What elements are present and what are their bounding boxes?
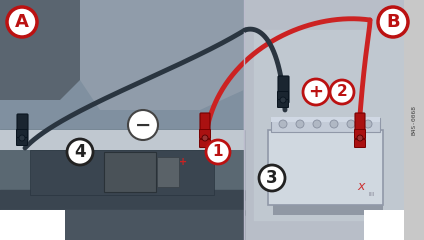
Text: 2: 2 <box>337 84 347 100</box>
Circle shape <box>67 139 93 165</box>
Text: A: A <box>15 13 29 31</box>
Circle shape <box>330 120 338 128</box>
Circle shape <box>19 135 25 141</box>
FancyBboxPatch shape <box>0 210 65 240</box>
Polygon shape <box>0 0 80 100</box>
FancyBboxPatch shape <box>364 210 404 240</box>
FancyBboxPatch shape <box>404 0 424 240</box>
FancyBboxPatch shape <box>277 100 288 108</box>
FancyBboxPatch shape <box>354 139 365 148</box>
Text: +: + <box>309 83 324 101</box>
Text: 3: 3 <box>266 169 278 187</box>
Text: IIII: IIII <box>368 192 375 197</box>
FancyBboxPatch shape <box>355 113 365 143</box>
Circle shape <box>303 79 329 105</box>
Circle shape <box>313 120 321 128</box>
FancyBboxPatch shape <box>200 113 210 143</box>
Text: +: + <box>179 157 187 167</box>
FancyBboxPatch shape <box>200 130 210 138</box>
Circle shape <box>7 7 37 37</box>
Text: 1: 1 <box>213 144 223 160</box>
Text: −: − <box>135 115 151 134</box>
FancyBboxPatch shape <box>278 76 289 103</box>
Text: 4: 4 <box>74 143 86 161</box>
FancyBboxPatch shape <box>200 139 210 148</box>
Text: B4S-0068: B4S-0068 <box>412 105 416 135</box>
Circle shape <box>364 120 372 128</box>
FancyBboxPatch shape <box>104 152 156 192</box>
FancyBboxPatch shape <box>30 150 214 195</box>
Text: B: B <box>386 13 400 31</box>
Circle shape <box>202 135 208 141</box>
Circle shape <box>280 97 286 103</box>
Circle shape <box>128 110 158 140</box>
Circle shape <box>206 140 230 164</box>
Circle shape <box>279 120 287 128</box>
FancyBboxPatch shape <box>277 91 288 100</box>
FancyBboxPatch shape <box>17 114 28 141</box>
FancyBboxPatch shape <box>268 130 383 205</box>
FancyBboxPatch shape <box>271 117 380 122</box>
FancyBboxPatch shape <box>271 118 380 132</box>
FancyBboxPatch shape <box>17 138 28 145</box>
Circle shape <box>259 165 285 191</box>
Circle shape <box>296 120 304 128</box>
Circle shape <box>357 135 363 141</box>
FancyBboxPatch shape <box>354 130 365 138</box>
Text: x: x <box>357 180 365 193</box>
Circle shape <box>330 80 354 104</box>
FancyBboxPatch shape <box>157 157 179 187</box>
Circle shape <box>347 120 355 128</box>
FancyBboxPatch shape <box>273 205 383 215</box>
Circle shape <box>378 7 408 37</box>
Polygon shape <box>0 130 244 150</box>
FancyBboxPatch shape <box>17 130 28 138</box>
Polygon shape <box>80 0 244 110</box>
